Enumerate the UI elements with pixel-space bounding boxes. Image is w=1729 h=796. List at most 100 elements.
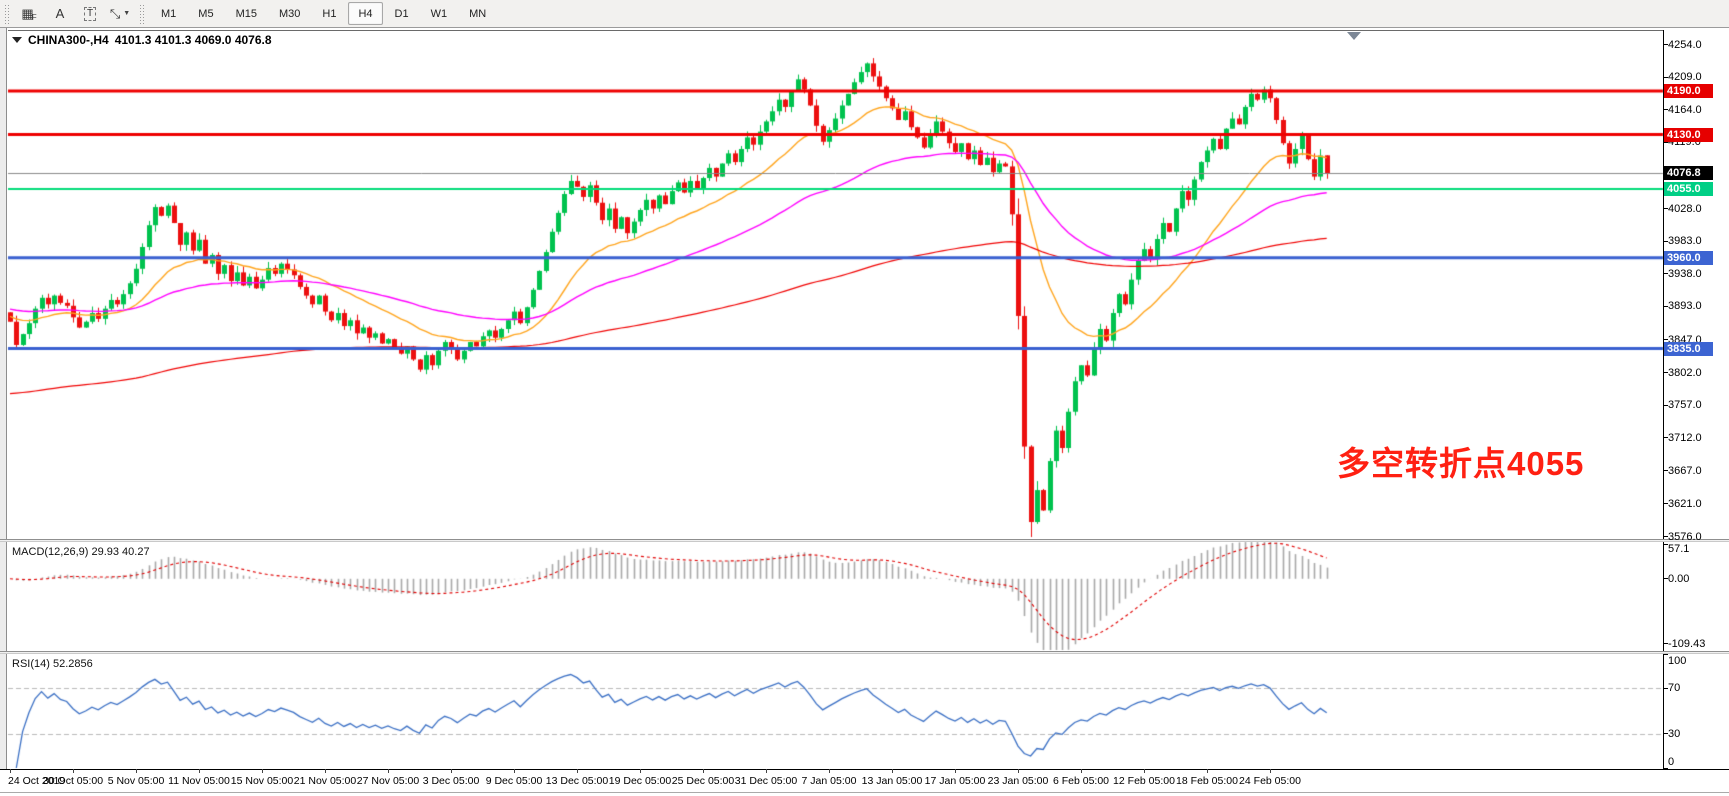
chart-title: CHINA300-,H4 4101.3 4101.3 4069.0 4076.8 [12, 33, 272, 47]
price-tick-label: 3802.0 [1668, 366, 1702, 379]
date-tick-mark [577, 769, 578, 773]
price-tick-mark [1663, 44, 1668, 45]
rsi-tick-label: 100 [1668, 655, 1687, 667]
macd-tick-mark [1663, 578, 1668, 579]
timeframe-button-w1[interactable]: W1 [430, 7, 448, 20]
price-tick-mark [1663, 470, 1668, 471]
rsi-indicator-label: RSI(14) 52.2856 [12, 658, 93, 670]
timeframe-button-d1[interactable]: D1 [394, 7, 409, 20]
price-tick-label: 4254.0 [1668, 38, 1702, 51]
price-tick-mark [1663, 208, 1668, 209]
date-tick-mark [766, 769, 767, 773]
timeframe-button-m5[interactable]: M5 [198, 7, 214, 20]
date-label: 19 Dec 05:00 [608, 775, 672, 787]
macd-tick-mark [1663, 643, 1668, 644]
timeframe-button-h4[interactable]: H4 [348, 2, 383, 25]
rsi-tick-mark [1663, 733, 1668, 734]
rsi-tick-mark [1663, 688, 1668, 689]
date-tick-mark [955, 769, 956, 773]
price-tick-label: 3893.0 [1668, 300, 1702, 313]
date-tick-mark [1144, 769, 1145, 773]
price-tick-label: 3757.0 [1668, 399, 1702, 412]
date-label: 13 Dec 05:00 [545, 775, 609, 787]
price-tick-mark [1663, 142, 1668, 143]
timeframe-button-m1[interactable]: M1 [161, 7, 177, 20]
price-tick-label: 3576.0 [1668, 530, 1702, 543]
text-label-icon[interactable]: A [55, 6, 65, 21]
date-label: 18 Feb 05:00 [1176, 775, 1238, 787]
price-badge: 4055.0 [1664, 181, 1713, 196]
date-label: 24 Oct 2019 [8, 775, 66, 787]
macd-tick-label: -109.43 [1668, 637, 1706, 650]
timeframe-button-m15[interactable]: M15 [235, 7, 257, 20]
date-label: 11 Nov 05:00 [168, 775, 230, 787]
price-tick-label: 4209.0 [1668, 71, 1702, 84]
price-tick-mark [1663, 241, 1668, 242]
price-tick-mark [1663, 437, 1668, 438]
price-tick-mark [1663, 273, 1668, 274]
date-label: 31 Dec 05:00 [734, 775, 798, 787]
price-tick-mark [1663, 109, 1668, 110]
date-label: 24 Feb 05:00 [1239, 775, 1301, 787]
date-tick-mark [1207, 769, 1208, 773]
text-box-icon[interactable]: T [77, 2, 103, 26]
left-gutter [0, 28, 7, 793]
date-label: 7 Jan 05:00 [801, 775, 857, 787]
date-tick-mark [325, 769, 326, 773]
date-tick-mark [1270, 769, 1271, 773]
arrows-tool-icon[interactable]: ⤡ ▼ [109, 5, 131, 21]
rsi-tick-label: 30 [1668, 727, 1681, 740]
macd-pane-separator[interactable] [0, 539, 1729, 542]
date-tick-mark [829, 769, 830, 773]
price-tick-label: 4164.0 [1668, 103, 1702, 116]
date-tick-mark [199, 769, 200, 773]
date-tick-mark [703, 769, 704, 773]
price-badge: 4130.0 [1664, 127, 1713, 142]
date-tick-mark [388, 769, 389, 773]
date-label: 15 Nov 05:00 [230, 775, 294, 787]
date-tick-mark [136, 769, 137, 773]
date-tick-mark [451, 769, 452, 773]
date-label: 6 Feb 05:00 [1052, 775, 1110, 787]
chinese-annotation-text: 多空转折点4055 [1337, 445, 1585, 482]
date-tick-mark [640, 769, 641, 773]
timeframe-button-m30[interactable]: M30 [278, 7, 301, 20]
chart-shift-marker[interactable] [1347, 32, 1361, 40]
price-chart-canvas[interactable] [0, 28, 1729, 793]
date-label: 13 Jan 05:00 [861, 775, 923, 787]
price-tick-label: 4028.0 [1668, 202, 1702, 215]
price-tick-mark [1663, 536, 1668, 537]
date-label: 5 Nov 05:00 [107, 775, 165, 787]
date-label: 9 Dec 05:00 [485, 775, 543, 787]
date-tick-mark [514, 769, 515, 773]
grid-f-icon[interactable]: ▦ F [21, 5, 37, 23]
date-label: 21 Nov 05:00 [293, 775, 357, 787]
date-tick-mark [1081, 769, 1082, 773]
price-tick-label: 3938.0 [1668, 267, 1702, 280]
price-tick-mark [1663, 372, 1668, 373]
price-tick-label: 3667.0 [1668, 464, 1702, 477]
rsi-tick-mark [1663, 654, 1668, 655]
macd-tick-mark [1663, 544, 1668, 545]
date-tick-mark [10, 769, 11, 773]
macd-tick-label: 57.1 [1668, 543, 1690, 555]
timeframe-button-mn[interactable]: MN [469, 7, 487, 20]
rsi-pane-separator[interactable] [0, 651, 1729, 654]
timeframe-toolbar-drag-handle[interactable] [139, 3, 146, 24]
price-tick-label: 3983.0 [1668, 235, 1702, 248]
macd-tick-label: 0.00 [1668, 572, 1690, 585]
chart-symbol-label: CHINA300-,H4 [28, 33, 109, 47]
date-tick-mark [892, 769, 893, 773]
chart-menu-arrow-icon[interactable] [12, 37, 22, 43]
price-tick-label: 3621.0 [1668, 497, 1702, 510]
chart-ohlc-quote: 4101.3 4101.3 4069.0 4076.8 [114, 33, 272, 47]
toolbar-drag-handle[interactable] [4, 3, 11, 24]
date-label: 12 Feb 05:00 [1113, 775, 1175, 787]
macd-indicator-label: MACD(12,26,9) 29.93 40.27 [12, 546, 150, 558]
date-tick-mark [73, 769, 74, 773]
price-badge: 4076.8 [1664, 166, 1713, 181]
price-tick-mark [1663, 339, 1668, 340]
timeframe-button-h1[interactable]: H1 [322, 7, 337, 20]
date-tick-mark [1018, 769, 1019, 773]
top-toolbar: ▦ F A T ⤡ ▼ M1 M5 M15 M30 H1 H4 D1 W1 MN [0, 0, 1729, 28]
